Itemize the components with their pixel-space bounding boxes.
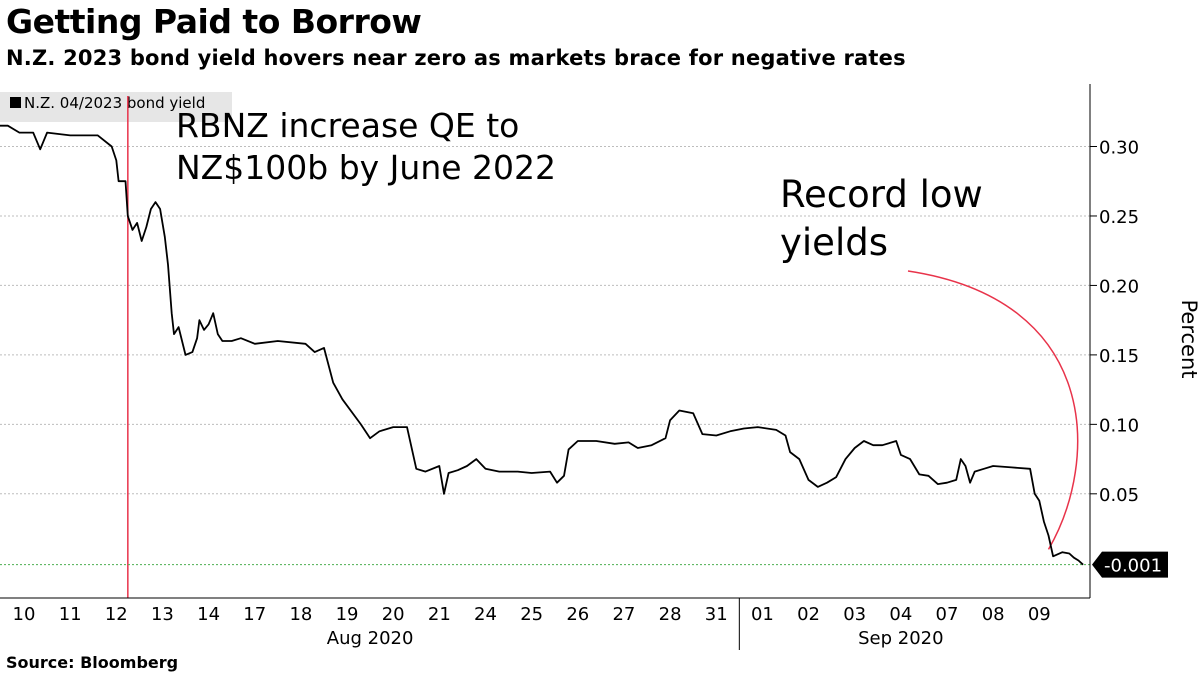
month-label: Sep 2020 (858, 628, 943, 649)
legend: N.Z. 04/2023 bond yield (0, 92, 232, 122)
x-tick-label: 18 (289, 604, 312, 625)
x-tick-label: 14 (197, 604, 220, 625)
x-tick-label: 02 (797, 604, 820, 625)
chart-subtitle: N.Z. 2023 bond yield hovers near zero as… (6, 46, 906, 70)
legend-swatch (10, 97, 21, 108)
y-tick-label: 0.10 (1099, 415, 1139, 436)
series-layer: -0.001 (0, 124, 1168, 578)
x-tick-label: 08 (982, 604, 1005, 625)
x-tick-label: 04 (889, 604, 912, 625)
legend-box (0, 92, 232, 122)
y-tick-label: 0.25 (1099, 207, 1139, 228)
y-tick-label: 0.20 (1099, 276, 1139, 297)
record-low-arrow (907, 270, 1079, 550)
legend-entry: N.Z. 04/2023 bond yield (24, 94, 205, 112)
x-tick-label: 07 (936, 604, 959, 625)
x-tick-label: 12 (105, 604, 128, 625)
y-tick-label: 0.15 (1099, 346, 1139, 367)
x-tick-label: 20 (382, 604, 405, 625)
month-label: Aug 2020 (327, 628, 414, 649)
source-note: Source: Bloomberg (6, 653, 179, 672)
chart-title: Getting Paid to Borrow (6, 2, 422, 41)
x-tick-label: 21 (428, 604, 451, 625)
series-line (0, 124, 1084, 566)
x-tick-label: 09 (1028, 604, 1051, 625)
x-tick-label: 25 (520, 604, 543, 625)
x-tick-label: 03 (843, 604, 866, 625)
x-tick-label: 01 (751, 604, 774, 625)
x-tick-label: 10 (13, 604, 36, 625)
y-axis-title: Percent (1177, 299, 1200, 378)
y-tick-label: 0.30 (1099, 138, 1139, 159)
x-tick-label: 17 (243, 604, 266, 625)
last-value-label: -0.001 (1104, 556, 1162, 577)
x-tick-label: 28 (659, 604, 682, 625)
qe-annotation-text: RBNZ increase QE to (176, 106, 519, 145)
last-value-tag (1092, 551, 1168, 578)
record-low-annotation-text: Record low (780, 173, 983, 216)
x-tick-label: 26 (566, 604, 589, 625)
y-tick-label: 0.05 (1099, 485, 1139, 506)
gridlines: 0.05 0.10 0.15 0.20 0.25 0.30 (0, 138, 1139, 506)
record-low-annotation-text: yields (780, 221, 888, 264)
x-tick-label: 27 (612, 604, 635, 625)
x-tick-label: 19 (336, 604, 359, 625)
x-tick-label: 13 (151, 604, 174, 625)
qe-annotation-text: NZ$100b by June 2022 (176, 148, 556, 187)
x-tick-label: 24 (474, 604, 497, 625)
x-tick-label: 31 (705, 604, 728, 625)
x-tick-label: 11 (59, 604, 82, 625)
axes: 10 11 12 13 14 17 18 19 20 21 24 25 26 27 28 31 01 02 03 04… (0, 84, 1200, 650)
